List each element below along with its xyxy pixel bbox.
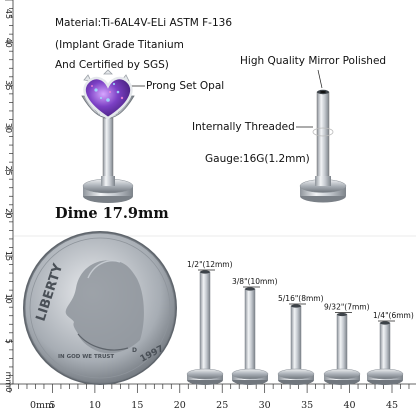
size-bar: 5/16"(8mm) [277,294,324,385]
hruler-label: 5 [49,400,55,411]
size-bar-hole [245,287,255,291]
hruler-label: 45 [386,400,398,411]
vruler-label: 35 [4,80,13,90]
size-bar-base-top [231,368,269,380]
size-bar-post [379,322,391,375]
size-bar-post [244,288,256,375]
size-bar-hole [200,270,210,274]
size-bar-label: 9/32"(7mm) [324,303,370,312]
size-bar-label: 5/16"(8mm) [278,294,324,303]
size-bar: 1/2"(12mm) [186,260,233,385]
size-bar-base-top [366,368,404,380]
dime-label: Dime 17.9mm [55,205,169,222]
implant-label-line1: (Implant Grade Titanium [55,39,184,51]
size-bar-post [199,271,211,375]
size-bar: 3/8"(10mm) [231,277,278,385]
vruler-label: 10 [4,294,13,304]
size-bar-post [336,314,348,375]
size-bar: 1/4"(6mm) [366,311,414,385]
hruler-label: 30 [259,400,271,411]
hruler-label: 20 [174,400,186,411]
hruler-label: 40 [344,400,356,411]
size-chart: 1/2"(12mm) 3/8"(10mm)5/16"(8mm)9/32"(7mm)… [186,260,414,385]
coin-trust-text: IN GOD WE TRUST [58,354,114,360]
hruler-label: 35 [301,400,313,411]
size-bar-hole [337,312,347,317]
opal-heart-labret [81,69,135,203]
hruler-label: 0mm [30,400,54,411]
vruler-label: 25 [4,166,13,176]
size-bar-base-top [277,368,315,380]
size-bar-post [290,305,302,375]
vertical-ruler: 45 40 35 30 25 20 15 10 5 mm0 [0,0,14,392]
size-bar: 9/32"(7mm) [323,303,370,385]
prong-label: Prong Set Opal [146,80,224,92]
threaded-label: Internally Threaded [192,121,295,133]
material-label: Material:Ti-6AL4V-ELi ASTM F-136 [55,17,232,29]
vruler-label: 40 [4,38,13,48]
size-bar-hole [291,304,301,308]
size-bar-base-top [323,368,361,380]
vruler-label: 30 [4,123,13,133]
implant-label-line2: And Certified by SGS) [55,59,169,71]
coin-mint-mark: D [132,347,137,354]
hruler-label: 10 [89,400,101,411]
flat-back-post [299,89,347,203]
size-bar-label: 1/4"(6mm) [373,311,414,320]
vruler-label: mm0 [4,372,13,393]
dime-coin: LIBERTY IN GOD WE TRUST 1997 D [23,231,177,385]
vruler-label: 20 [4,208,13,218]
vruler-label: 15 [4,251,13,261]
hruler-label: 15 [131,400,143,411]
vruler-label: 5 [4,339,13,344]
size-bar-label: 3/8"(10mm) [232,277,278,286]
vruler-label: 45 [4,9,13,19]
mirror-label: High Quality Mirror Polished [240,55,386,67]
size-bar-base-top [186,368,224,380]
size-bar-label: 1/2"(12mm) [187,260,233,269]
gauge-label: Gauge:16G(1.2mm) [205,153,310,165]
mirror-pointer-line [317,69,323,89]
size-bar-hole [380,321,390,325]
hruler-label: 25 [216,400,228,411]
